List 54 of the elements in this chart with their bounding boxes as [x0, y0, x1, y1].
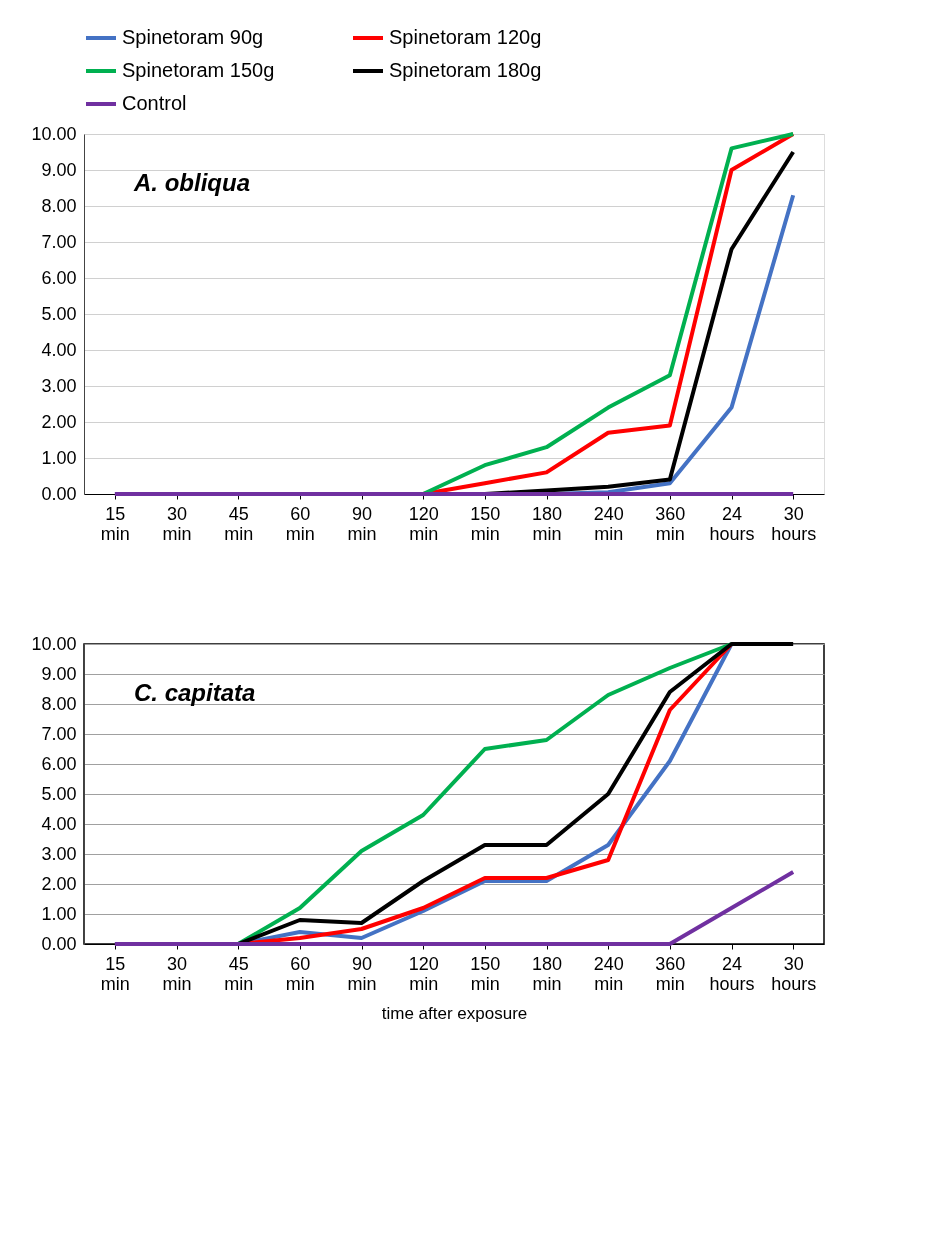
- y-tick-label: 8.00: [41, 693, 77, 714]
- y-tick-label: 7.00: [41, 231, 77, 252]
- x-tick-label: 30 min: [162, 503, 192, 544]
- y-tick-label: 8.00: [41, 195, 77, 216]
- y-tick-label: 7.00: [41, 723, 77, 744]
- x-tick-label: 90 min: [347, 953, 377, 994]
- x-tick-label: 45 min: [224, 953, 254, 994]
- x-tick-label: 60 min: [285, 953, 315, 994]
- x-tick-label: 240 min: [593, 953, 624, 994]
- x-tick-label: 90 min: [347, 503, 377, 544]
- x-tick-label: 120 min: [408, 503, 439, 544]
- legend-label: Spinetoram 180g: [389, 59, 542, 81]
- y-tick-label: 5.00: [41, 303, 77, 324]
- y-tick-label: 2.00: [41, 411, 77, 432]
- x-tick-label: 150 min: [470, 503, 501, 544]
- y-tick-label: 1.00: [41, 903, 77, 924]
- y-tick-label: 3.00: [41, 375, 77, 396]
- x-tick-label: 24 hours: [709, 503, 755, 544]
- x-axis-title: time after exposure: [381, 1003, 528, 1023]
- y-tick-label: 10.00: [31, 123, 77, 144]
- x-tick-label: 30 hours: [771, 503, 817, 544]
- y-tick-label: 1.00: [41, 447, 77, 468]
- y-tick-label: 3.00: [41, 843, 77, 864]
- y-tick-label: 2.00: [41, 873, 77, 894]
- y-tick-label: 9.00: [41, 663, 77, 684]
- x-tick-label: 60 min: [285, 503, 315, 544]
- x-tick-label: 30 hours: [771, 953, 817, 994]
- x-tick-label: 15 min: [100, 953, 130, 994]
- x-tick-label: 240 min: [593, 503, 624, 544]
- legend-label: Control: [122, 92, 187, 114]
- annotation: A. obliqua: [133, 169, 250, 196]
- x-tick-label: 45 min: [224, 503, 254, 544]
- y-tick-label: 9.00: [41, 159, 77, 180]
- x-tick-label: 360 min: [655, 503, 686, 544]
- legend-label: Spinetoram 150g: [122, 59, 275, 81]
- x-tick-label: 24 hours: [709, 953, 755, 994]
- x-tick-label: 180 min: [531, 953, 563, 994]
- x-tick-label: 15 min: [100, 503, 130, 544]
- x-tick-label: 30 min: [162, 953, 192, 994]
- y-tick-label: 5.00: [41, 783, 77, 804]
- x-tick-label: 360 min: [655, 953, 686, 994]
- y-tick-label: 4.00: [41, 339, 77, 360]
- annotation: C. capitata: [134, 679, 256, 706]
- y-tick-label: 0.00: [41, 483, 77, 504]
- legend-label: Spinetoram 120g: [389, 26, 542, 48]
- y-tick-label: 6.00: [41, 753, 77, 774]
- y-tick-label: 6.00: [41, 267, 77, 288]
- x-tick-label: 180 min: [531, 503, 563, 544]
- y-tick-label: 4.00: [41, 813, 77, 834]
- y-tick-label: 0.00: [41, 933, 77, 954]
- y-tick-label: 10.00: [31, 633, 77, 654]
- legend-label: Spinetoram 90g: [122, 26, 264, 48]
- x-tick-label: 150 min: [470, 953, 501, 994]
- x-tick-label: 120 min: [408, 953, 439, 994]
